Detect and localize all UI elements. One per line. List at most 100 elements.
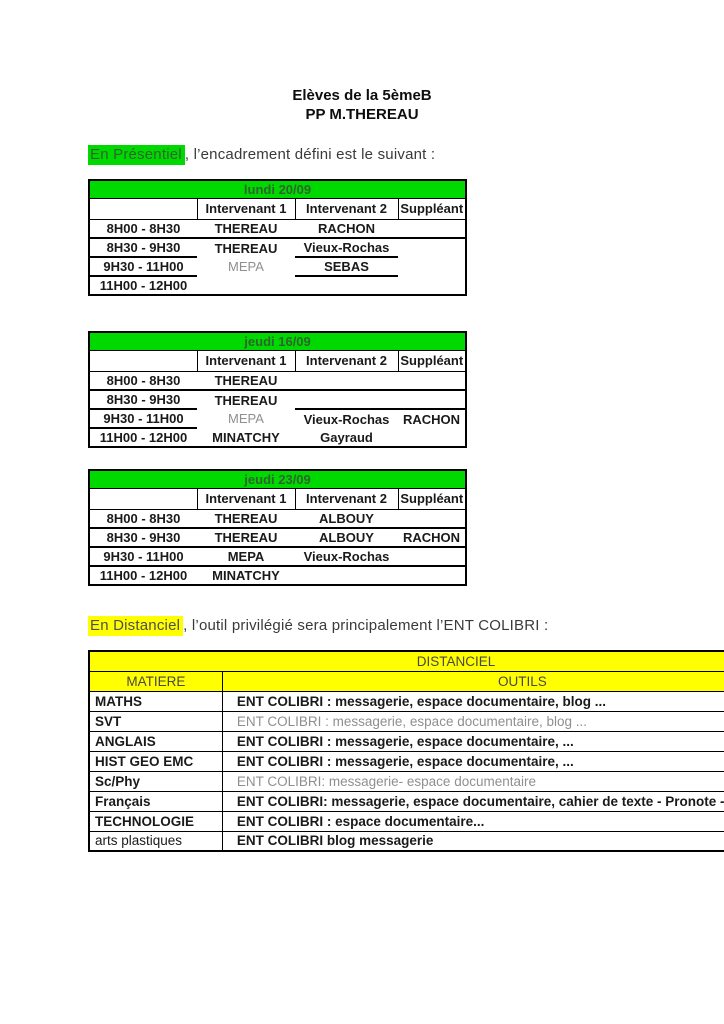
distanciel-intro-text: , l’outil privilégié sera principalement… [183,617,549,634]
name-cell: SEBAS [295,257,398,277]
name-cell: MEPA [228,259,264,274]
table-row: HIST GEO EMC ENT COLIBRI : messagerie, e… [88,750,724,772]
col-header-suppleant: Suppléant [397,487,467,510]
name-cell: RACHON [398,528,467,548]
name-cell: THEREAU [197,528,295,548]
table-row: 11H00 - 12H00 MINATCHY [89,566,466,585]
name-cell: MINATCHY [212,429,280,445]
doc-title-line2: PP M.THEREAU [305,106,419,123]
time-cell: 8H30 - 9H30 [89,528,197,548]
col-header-empty [88,349,198,372]
col-header-suppleant: Suppléant [397,349,467,372]
name-cell [398,238,466,257]
outils-cell: ENT COLIBRI blog messagerie [221,830,724,852]
table-row: SVT ENT COLIBRI : messagerie, espace doc… [88,710,724,732]
name-cell [398,371,467,391]
distanciel-highlight: En Distanciel [88,616,184,636]
table-row: 8H30 - 9H30 THEREAU ALBOUY RACHON [89,528,467,548]
outils-cell: ENT COLIBRI: messagerie- espace document… [221,770,724,792]
name-cell: THEREAU [197,219,295,239]
name-cell: Vieux-Rochas [295,238,398,258]
name-cell: ALBOUY [295,528,398,548]
col-header-empty [88,197,198,220]
matiere-cell: SVT [88,710,223,732]
table-date-row: jeudi 16/09 [89,332,467,351]
table-columns-row: Intervenant 1 Intervenant 2 Suppléant [88,487,467,510]
outils-cell: ENT COLIBRI : messagerie, espace documen… [221,750,724,772]
time-cell: 11H00 - 12H00 [99,568,188,583]
name-cell [398,219,467,239]
distanciel-table: DISTANCIEL MATIERE OUTILS MATHS ENT COLI… [88,650,724,852]
table-date-row: jeudi 23/09 [89,470,467,489]
table-row: 8H00 - 8H30 THEREAU [89,371,467,391]
table-row: 11H00 - 12H00 MINATCHY Gayraud [89,428,466,447]
distanciel-title-row: DISTANCIEL [88,650,724,672]
table-row: 8H30 - 9H30 THEREAU [89,390,467,410]
doc-title-line1: Elèves de la 5èmeB [292,87,432,104]
name-cell: THEREAU [197,371,295,391]
outils-cell: ENT COLIBRI: messagerie, espace document… [221,790,724,812]
date-header: jeudi 16/09 [89,332,467,351]
table-row: Sc/Phy ENT COLIBRI: messagerie- espace d… [88,770,724,792]
schedule-table-lundi-20-09: lundi 20/09 Intervenant 1 Intervenant 2 … [88,179,468,296]
distanciel-title: DISTANCIEL [88,650,724,672]
matiere-cell: Sc/Phy [88,770,223,792]
matiere-cell: ANGLAIS [88,730,223,752]
table-row: 8H00 - 8H30 THEREAU RACHON [89,219,467,239]
time-cell: 8H00 - 8H30 [89,509,197,529]
table-columns-row: Intervenant 1 Intervenant 2 Suppléant [88,197,467,220]
date-header: jeudi 23/09 [89,470,467,489]
outils-cell: ENT COLIBRI : messagerie, espace documen… [221,710,724,732]
name-cell: RACHON [402,411,461,427]
presentiel-highlight: En Présentiel [88,145,185,165]
col-header-suppleant: Suppléant [397,197,467,220]
name-cell [398,257,466,276]
name-cell [398,566,466,585]
col-header-intervenant2: Intervenant 2 [294,487,399,510]
time-cell: 9H30 - 11H00 [89,547,197,567]
col-header-outils: OUTILS [221,670,724,692]
name-cell: THEREAU [214,240,278,256]
matiere-cell: HIST GEO EMC [88,750,223,772]
presentiel-intro-text: , l’encadrement défini est le suivant : [184,146,436,163]
name-cell [398,509,467,529]
doc-title: Elèves de la 5èmeB PP M.THEREAU [0,86,724,124]
time-cell: 9H30 - 11H00 [89,257,197,277]
col-header-intervenant1: Intervenant 1 [196,487,296,510]
time-cell: 8H30 - 9H30 [89,238,197,258]
table-row: 8H30 - 9H30 THEREAU Vieux-Rochas [89,238,466,258]
table-row: 9H30 - 11H00 MEPA Vieux-Rochas [89,547,467,567]
schedule-table-jeudi-16-09: jeudi 16/09 Intervenant 1 Intervenant 2 … [88,331,468,448]
name-cell [398,547,467,567]
time-cell: 11H00 - 12H00 [99,278,188,293]
name-cell [295,371,398,391]
matiere-cell: TECHNOLOGIE [88,810,223,832]
col-header-intervenant2: Intervenant 2 [294,197,399,220]
time-cell: 8H30 - 9H30 [89,390,197,410]
table-row: 9H30 - 11H00 MEPA Vieux-Rochas RACHON [89,409,466,429]
name-cell [398,428,466,447]
table-row: TECHNOLOGIE ENT COLIBRI : espace documen… [88,810,724,832]
time-cell: 8H00 - 8H30 [89,219,197,239]
name-cell [295,390,398,410]
name-cell: MEPA [197,547,295,567]
name-cell [295,276,398,295]
col-header-empty [88,487,198,510]
outils-cell: ENT COLIBRI : messagerie, espace documen… [221,730,724,752]
table-row: MATHS ENT COLIBRI : messagerie, espace d… [88,690,724,712]
distanciel-intro: En Distanciel, l’outil privilégié sera p… [88,616,724,636]
table-date-row: lundi 20/09 [89,180,467,199]
matiere-cell: Français [88,790,223,812]
table-row: Français ENT COLIBRI: messagerie, espace… [88,790,724,812]
time-cell: 11H00 - 12H00 [99,430,188,445]
document-page: { "header": { "title_line1": "Elèves de … [0,86,724,1024]
table-columns-row: Intervenant 1 Intervenant 2 Suppléant [88,349,467,372]
table-row: 8H00 - 8H30 THEREAU ALBOUY [89,509,467,529]
name-cell [398,276,466,295]
name-cell: MINATCHY [212,568,280,583]
table-row: 9H30 - 11H00 MEPA SEBAS [89,257,466,277]
matiere-cell: arts plastiques [88,830,223,852]
date-header: lundi 20/09 [89,180,467,199]
name-cell: RACHON [295,219,398,239]
col-header-intervenant1: Intervenant 1 [196,349,296,372]
